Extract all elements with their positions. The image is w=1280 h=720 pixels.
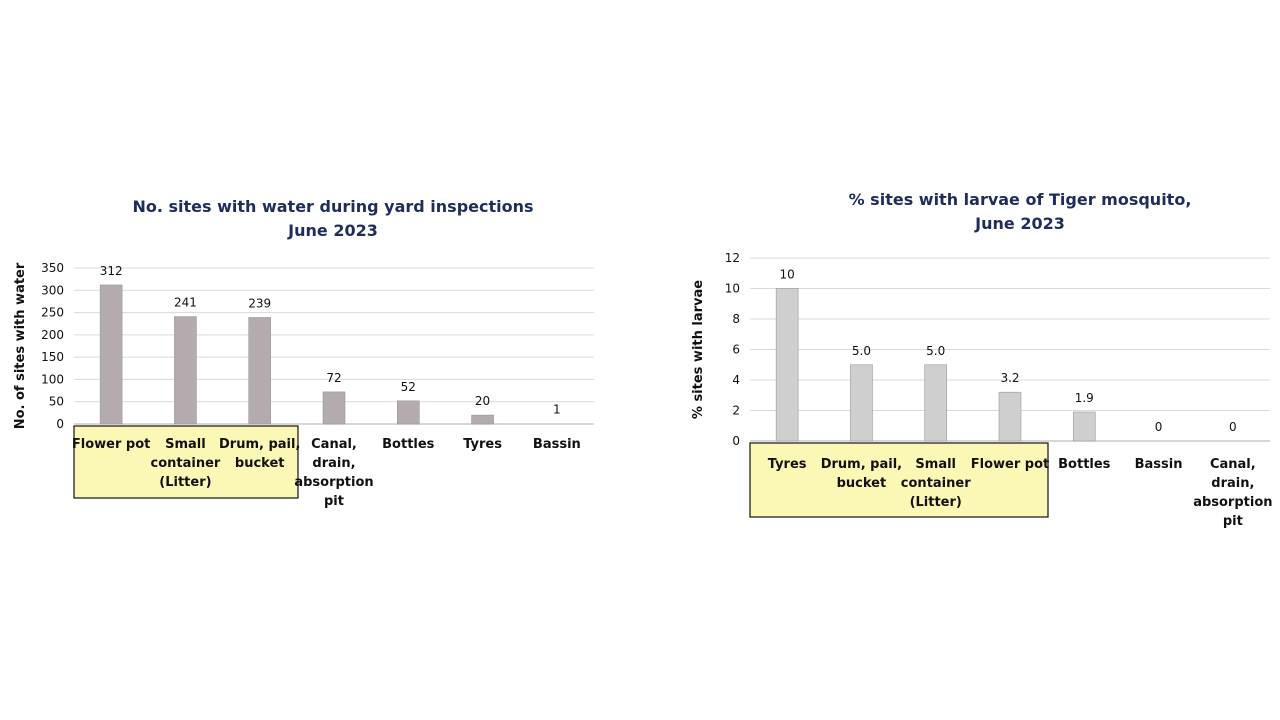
water-bar [248, 317, 272, 425]
water-category-label: bucket [235, 456, 285, 471]
water-bar [322, 391, 346, 425]
water-data-label: 72 [326, 371, 341, 385]
larvae-data-label: 3.2 [1000, 371, 1019, 385]
water-y-axis-label: No. of sites with water [13, 262, 28, 429]
water-ytick-label: 150 [41, 350, 64, 364]
larvae-data-label: 10 [780, 268, 795, 282]
water-data-label: 52 [401, 380, 416, 394]
larvae-ytick-label: 8 [732, 312, 740, 326]
larvae-bar [998, 391, 1022, 442]
water-category-label: Drum, pail, [219, 437, 300, 452]
water-highlight-box [73, 425, 299, 499]
water-ytick-label: 300 [41, 283, 64, 297]
water-data-label: 312 [100, 264, 123, 278]
larvae-category-label: (Litter) [910, 495, 962, 510]
larvae-subtitle: June 2023 [974, 214, 1065, 233]
larvae-bar [775, 288, 799, 442]
water-bar [99, 284, 123, 425]
larvae-category-label: container [901, 476, 971, 491]
larvae-data-label: 0 [1229, 420, 1237, 434]
larvae-y-axis-label: % sites with larvae [691, 280, 706, 419]
larvae-category-label: drain, [1211, 476, 1254, 491]
water-ytick-label: 350 [41, 261, 64, 275]
larvae-title: % sites with larvae of Tiger mosquito, [849, 190, 1192, 209]
water-data-label: 20 [475, 394, 490, 408]
chart-sites-with-larvae-svg: % sites with larvae of Tiger mosquito, Ju… [691, 190, 1273, 529]
water-ytick-label: 50 [49, 395, 64, 409]
larvae-data-label: 5.0 [852, 344, 871, 358]
water-category-label: Bottles [382, 437, 435, 452]
water-category-label: drain, [312, 456, 355, 471]
water-category-label: Flower pot [72, 437, 150, 452]
larvae-ytick-label: 2 [732, 404, 740, 418]
water-category-label: pit [324, 494, 344, 509]
larvae-ytick-label: 10 [725, 282, 740, 296]
larvae-ytick-label: 12 [725, 251, 740, 265]
larvae-data-label: 1.9 [1075, 391, 1094, 405]
water-category-label: absorption [294, 475, 373, 490]
larvae-category-label: Flower pot [971, 457, 1049, 472]
water-ytick-label: 0 [56, 417, 64, 431]
larvae-data-label: 0 [1155, 420, 1163, 434]
water-category-label: Bassin [533, 437, 581, 452]
water-ytick-label: 250 [41, 306, 64, 320]
water-data-label: 239 [248, 296, 271, 310]
water-title: No. sites with water during yard inspect… [132, 197, 533, 216]
water-data-label: 241 [174, 296, 197, 310]
water-category-label: Tyres [463, 437, 502, 452]
larvae-category-label: Drum, pail, [821, 457, 902, 472]
larvae-ytick-label: 0 [732, 434, 740, 448]
chart-sites-with-water: No. sites with water during yard inspect… [13, 197, 594, 509]
water-category-label: Small [165, 437, 206, 452]
water-category-label: container [151, 456, 221, 471]
larvae-category-label: pit [1223, 514, 1243, 529]
water-category-label: (Litter) [159, 475, 211, 490]
water-ytick-label: 200 [41, 328, 64, 342]
larvae-bar [1072, 411, 1096, 442]
water-data-label: 1 [553, 403, 561, 417]
water-bar [174, 316, 197, 425]
larvae-bar [850, 364, 873, 442]
chart-sites-with-water-svg: No. sites with water during yard inspect… [13, 197, 594, 509]
larvae-category-label: Canal, [1210, 457, 1256, 472]
water-bar [396, 400, 420, 425]
larvae-data-label: 5.0 [926, 344, 945, 358]
water-category-label: Canal, [311, 437, 357, 452]
larvae-ytick-label: 4 [732, 373, 740, 387]
larvae-highlight-box [749, 442, 1049, 518]
larvae-bar [924, 364, 948, 442]
water-ytick-label: 100 [41, 372, 64, 386]
larvae-category-label: absorption [1193, 495, 1272, 510]
larvae-category-label: Bottles [1058, 457, 1111, 472]
larvae-ytick-label: 6 [732, 343, 740, 357]
larvae-category-label: bucket [837, 476, 887, 491]
larvae-category-label: Tyres [768, 457, 807, 472]
water-bar [471, 414, 494, 425]
water-subtitle: June 2023 [287, 221, 378, 240]
larvae-category-label: Small [915, 457, 956, 472]
chart-sites-with-larvae: % sites with larvae of Tiger mosquito, Ju… [640, 0, 1280, 720]
larvae-category-label: Bassin [1135, 457, 1183, 472]
